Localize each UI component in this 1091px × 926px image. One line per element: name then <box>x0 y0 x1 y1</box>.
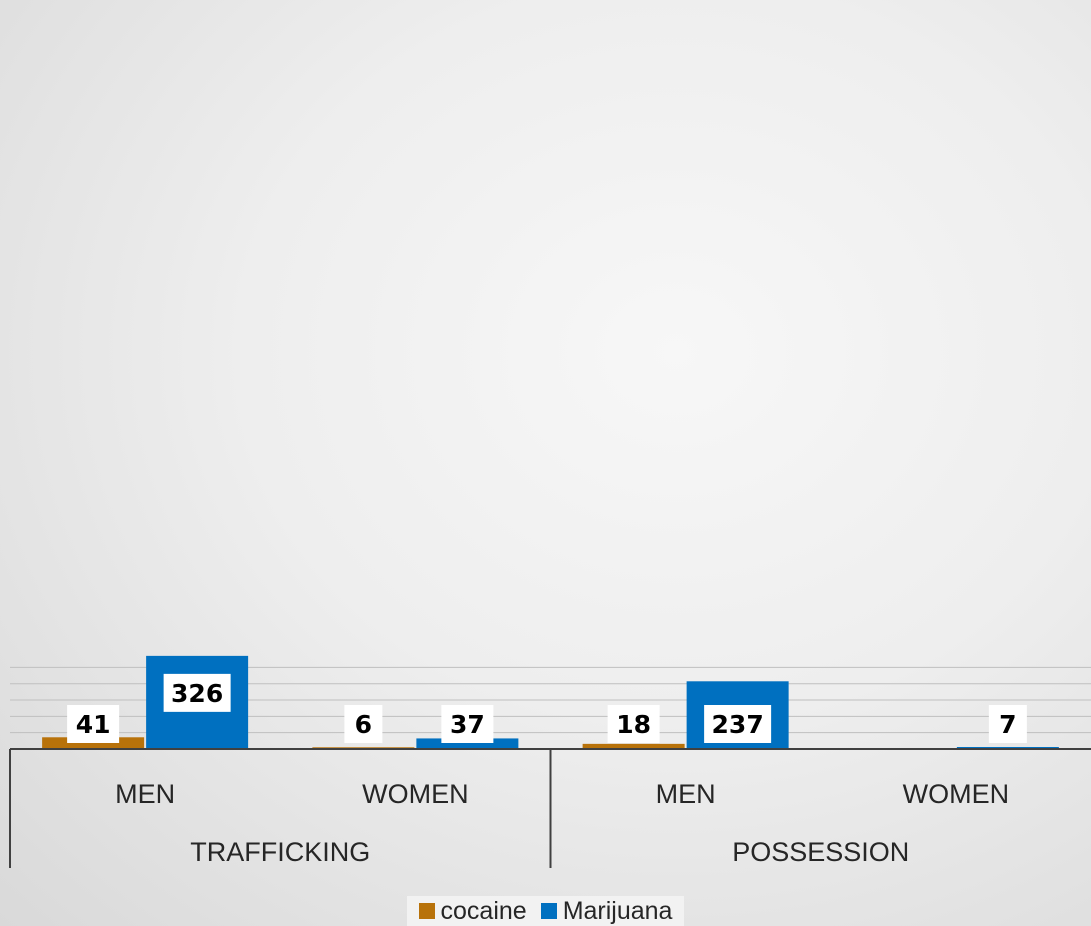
legend-item: cocaine <box>418 896 527 926</box>
group-label: TRAFFICKING <box>190 837 370 867</box>
legend-swatch <box>540 903 557 919</box>
data-label: 37 <box>450 710 485 739</box>
data-label-box <box>704 705 772 743</box>
data-label-box <box>988 705 1027 743</box>
category-label: WOMEN <box>362 779 468 809</box>
data-label-box <box>607 705 660 743</box>
data-label: 6 <box>355 710 372 739</box>
data-label: 7 <box>999 710 1016 739</box>
legend: cocaine Marijuana <box>0 896 1091 926</box>
bar-cocaine-0 <box>42 737 145 749</box>
data-label-box <box>441 705 494 743</box>
data-label-box <box>163 673 231 712</box>
data-label-box <box>344 705 383 743</box>
bar-cocaine-2 <box>582 743 685 749</box>
data-label: 18 <box>616 710 651 739</box>
legend-label: cocaine <box>440 896 527 925</box>
legend-swatch <box>418 903 435 919</box>
category-label: MEN <box>656 779 716 809</box>
data-label: 41 <box>76 710 111 739</box>
bar-marijuana-1 <box>416 738 519 749</box>
category-label: WOMEN <box>903 779 1009 809</box>
data-label: 326 <box>171 679 223 708</box>
data-label: 237 <box>712 710 764 739</box>
category-label: MEN <box>115 779 175 809</box>
legend-label: Marijuana <box>562 896 673 925</box>
category-axis: MEN WOMEN MEN WOMEN TRAFFICKING POSSESSION <box>9 748 1091 868</box>
group-label: POSSESSION <box>732 837 909 867</box>
legend-item: Marijuana <box>540 896 673 926</box>
data-label-box <box>67 705 120 743</box>
data-labels: 41 326 6 37 18 237 7 <box>67 673 1027 743</box>
